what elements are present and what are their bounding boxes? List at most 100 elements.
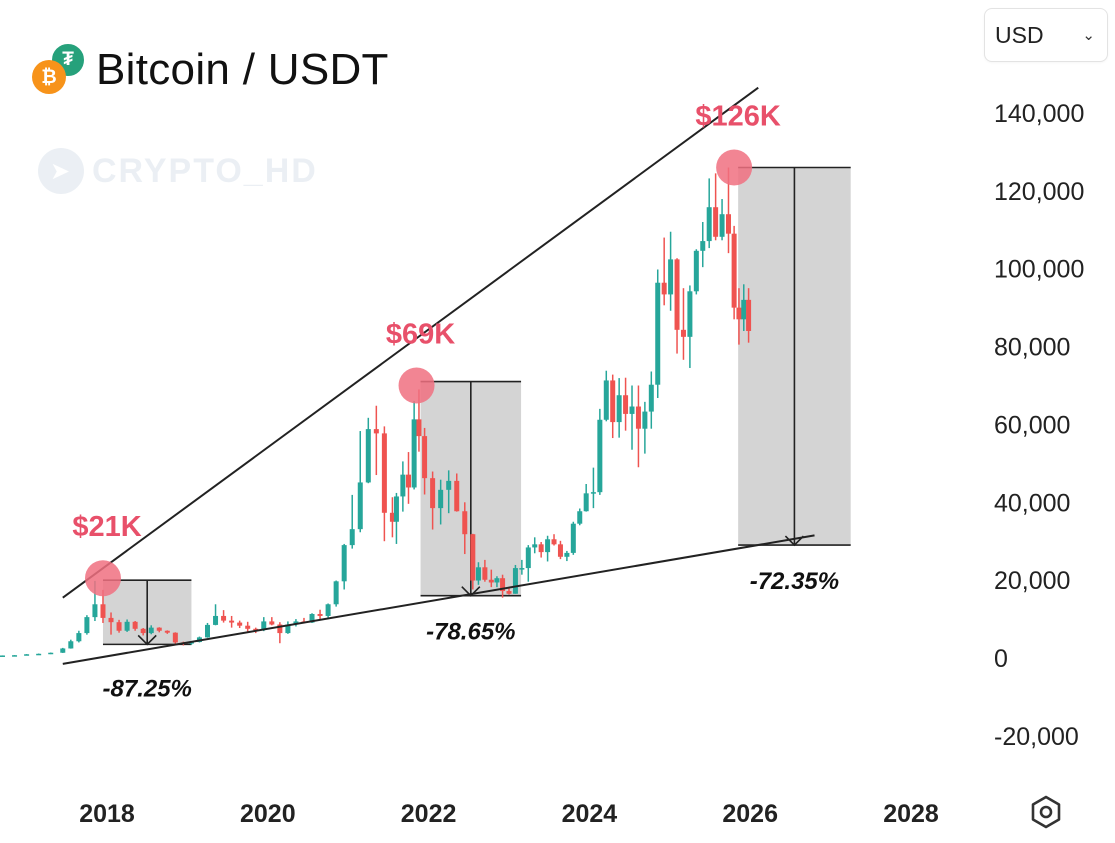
candle-body-33 — [277, 624, 283, 634]
candle-body-90 — [668, 259, 674, 295]
axes-layer: 140,000 120,000 100,000 80,000 60,000 40,000 2… — [79, 100, 1084, 828]
candle-body-14 — [124, 621, 130, 631]
peak-label-0: $21K — [72, 511, 141, 543]
candle-body-9 — [84, 617, 90, 634]
candle-body-6 — [60, 648, 66, 653]
candle-body-68 — [525, 547, 531, 569]
x-tick-label-4: 2026 — [722, 800, 778, 828]
candle-body-75 — [570, 523, 576, 553]
candle-body-78 — [590, 492, 596, 494]
candle-body-83 — [623, 395, 629, 414]
candle-body-69 — [532, 544, 538, 548]
candle-body-11 — [100, 604, 106, 618]
candle-body-77 — [583, 493, 589, 512]
settings-hexagon-icon[interactable] — [1028, 794, 1064, 830]
candle-body-52 — [416, 419, 422, 437]
trendline-lower-support — [62, 534, 815, 665]
candle-body-92 — [680, 329, 686, 337]
peak-marker-0 — [84, 560, 121, 597]
candle-body-87 — [648, 384, 654, 412]
y-tick-label-4: 60,000 — [994, 411, 1070, 439]
candle-body-31 — [261, 621, 267, 630]
candle-body-50 — [406, 474, 411, 488]
candle-body-103 — [746, 299, 752, 331]
candle-body-79 — [597, 419, 603, 493]
candle-body-25 — [213, 615, 219, 625]
candle-body-47 — [389, 512, 395, 522]
y-tick-label-3: 80,000 — [994, 334, 1070, 362]
candle-body-48 — [393, 496, 399, 522]
candle-body-85 — [635, 406, 641, 429]
candle-body-72 — [551, 539, 557, 545]
y-tick-label-2: 100,000 — [994, 256, 1084, 284]
telegram-icon: ➤ — [38, 148, 84, 194]
currency-select-value: USD — [995, 21, 1044, 48]
candle-body-4 — [36, 653, 42, 656]
candle-body-41 — [341, 545, 347, 582]
candle-body-29 — [245, 625, 251, 629]
candle-body-60 — [475, 567, 481, 581]
candle-body-57 — [454, 480, 460, 512]
candle-body-26 — [221, 615, 227, 621]
candle-body-101 — [736, 307, 742, 320]
candle-body-32 — [269, 621, 275, 625]
candle-body-42 — [349, 529, 355, 546]
y-tick-label-5: 40,000 — [994, 489, 1070, 517]
candle-body-59 — [470, 534, 476, 581]
peak-label-1: $69K — [386, 319, 455, 351]
candle-body-20 — [172, 632, 178, 643]
peak-label-2: $126K — [695, 101, 781, 133]
y-tick-label-8: -20,000 — [994, 723, 1079, 751]
candle-body-37 — [309, 614, 315, 623]
candle-body-76 — [577, 511, 583, 524]
peak-marker-1 — [398, 367, 435, 404]
y-tick-label-7: 0 — [994, 645, 1008, 673]
candle-body-64 — [500, 578, 506, 592]
candle-body-43 — [357, 482, 363, 530]
candle-body-24 — [205, 624, 210, 638]
candle-body-1 — [0, 655, 5, 657]
candle-body-19 — [164, 630, 170, 633]
candle-body-58 — [462, 511, 468, 535]
candle-body-10 — [92, 604, 98, 618]
pair-icons: ₮ ₿ — [30, 40, 90, 100]
candle-body-27 — [229, 620, 235, 623]
peak-markers-layer: $21K $69K $126K -87.25% -78.65% -72.35% — [72, 101, 839, 703]
candle-body-56 — [446, 480, 452, 490]
candle-body-39 — [325, 604, 331, 616]
chart-header: ₮ ₿ Bitcoin / USDT — [30, 38, 389, 102]
candle-body-96 — [706, 207, 712, 242]
drawdown-arrow-head-1 — [461, 586, 481, 597]
candle-body-93 — [687, 291, 693, 337]
candle-body-44 — [365, 429, 371, 483]
candle-body-86 — [642, 411, 648, 429]
trendlines-layer — [62, 86, 815, 665]
candle-body-35 — [293, 621, 299, 625]
candle-body-7 — [68, 641, 74, 649]
candle-body-46 — [381, 433, 387, 513]
bitcoin-icon: ₿ — [32, 60, 66, 94]
candle-body-38 — [317, 614, 323, 616]
candle-body-70 — [538, 544, 544, 553]
candle-body-53 — [422, 436, 428, 479]
currency-select[interactable]: USD ⌄ — [984, 8, 1108, 62]
candle-body-88 — [655, 282, 661, 385]
x-tick-label-3: 2024 — [562, 800, 618, 828]
candle-body-100 — [731, 233, 737, 308]
chevron-down-icon: ⌄ — [1082, 27, 1095, 44]
candle-body-15 — [132, 621, 138, 629]
candle-body-49 — [400, 474, 406, 497]
candle-body-28 — [237, 622, 243, 626]
candle-body-66 — [512, 568, 518, 594]
candle-body-5 — [48, 652, 54, 655]
candle-body-30 — [253, 628, 259, 631]
candle-body-17 — [148, 627, 154, 634]
candle-body-71 — [545, 539, 551, 553]
candle-body-45 — [373, 429, 379, 434]
x-tick-label-0: 2018 — [79, 800, 135, 828]
candle-body-102 — [741, 299, 747, 320]
candle-body-51 — [411, 419, 417, 488]
candle-body-98 — [719, 214, 725, 237]
drawdown-label-1: -78.65% — [426, 619, 515, 646]
